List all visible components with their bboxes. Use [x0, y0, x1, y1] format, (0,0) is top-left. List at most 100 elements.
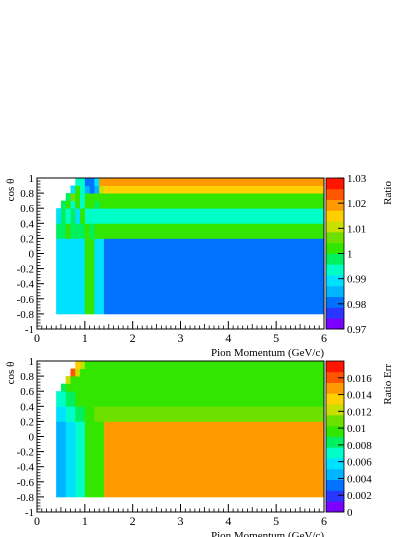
- color-bar-segment: [326, 318, 344, 330]
- heatmap-cell: [65, 383, 71, 392]
- color-bar-segment: [326, 210, 344, 222]
- color-bar-segment: [326, 199, 344, 211]
- heatmap-cell: [80, 208, 86, 224]
- y-axis: -1 -0.8 -0.6 -0.4 -0.2 0 0.2 0.4 0.6 0.8 1 cos θ: [5, 356, 44, 519]
- heatmap-cell: [84, 376, 91, 385]
- color-bar-segment: [326, 436, 344, 448]
- heatmap-cell: [103, 368, 325, 377]
- y-axis-label: cos θ: [5, 362, 17, 385]
- heatmap-cell: [80, 193, 86, 202]
- heatmap-cell: [60, 421, 67, 498]
- heatmap-cell: [80, 223, 86, 239]
- y-tick-label: -0.2: [17, 447, 34, 459]
- x-axis: 0 1 2 3 4 5 6 Pion Momentum (GeV/c): [34, 504, 327, 537]
- x-axis: 0 1 2 3 4 5 6 Pion Momentum (GeV/c): [34, 321, 327, 359]
- y-tick-label: 0.4: [20, 218, 34, 230]
- heatmap-cell: [89, 421, 95, 498]
- y-tick-label: 0.4: [20, 401, 34, 413]
- heatmap-cell: [103, 421, 325, 498]
- color-bar-segment: [326, 221, 344, 233]
- heatmap-cell: [80, 383, 86, 392]
- y-tick-label: 0: [29, 249, 35, 261]
- heatmap-cell: [103, 391, 325, 407]
- color-bar-segment: [326, 231, 344, 244]
- color-bar-tick-label: 0.99: [347, 274, 367, 286]
- color-bar-tick-label: 0.002: [347, 490, 372, 502]
- heatmap-cell: [65, 223, 71, 239]
- heatmap-cell: [70, 368, 76, 377]
- heatmap-cell: [99, 193, 105, 202]
- heatmap-cell: [80, 361, 86, 369]
- heatmap-cell: [70, 406, 76, 422]
- heatmap-cell: [94, 178, 100, 186]
- y-axis: -1 -0.8 -0.6 -0.4 -0.2 0 0.2 0.4 0.6 0.8 1 cos θ: [5, 173, 44, 336]
- x-axis-label: Pion Momentum (GeV/c): [211, 347, 324, 359]
- heatmap-cell: [84, 368, 91, 377]
- x-tick-label: 6: [321, 514, 327, 528]
- heatmap-cell: [84, 223, 91, 239]
- heatmap-cell: [94, 193, 100, 202]
- x-tick-label: 0: [34, 331, 40, 345]
- heatmap-cell: [80, 185, 86, 194]
- color-bar-label: Ratio: [382, 181, 394, 205]
- heatmap-cells: [56, 178, 325, 315]
- heatmap-cells: [56, 361, 325, 498]
- color-bar-segment: [326, 264, 344, 276]
- heatmap-cell: [89, 391, 95, 407]
- color-bar: 0 0.002 0.004 0.006 0.008 0.01 0.012 0.014 0.016…: [325, 360, 394, 519]
- heatmap-cell: [99, 383, 105, 392]
- heatmap-cell: [103, 383, 325, 392]
- heatmap-cell: [75, 208, 81, 224]
- heatmap-cell: [89, 376, 95, 385]
- ratio-heatmap-panel: 0 1 2 3 4 5 6 Pion Momentum (GeV/c) -1 -0.8 -0.6 -0…: [5, 173, 394, 359]
- y-tick-label: 0.2: [20, 416, 34, 428]
- heatmap-cell: [75, 193, 81, 202]
- heatmap-cell: [99, 361, 105, 369]
- heatmap-cell: [70, 376, 76, 385]
- x-tick-label: 0: [34, 514, 40, 528]
- heatmap-cell: [89, 185, 95, 194]
- heatmap-cell: [60, 391, 67, 407]
- color-bar: 0.97 0.98 0.99 1 1.01 1.02 1.03 Ratio: [325, 173, 394, 336]
- y-tick-label: -1: [25, 507, 34, 519]
- heatmap-cell: [103, 178, 325, 186]
- heatmap-cell: [84, 421, 91, 498]
- y-tick-label: 0: [29, 432, 35, 444]
- heatmap-cell: [56, 406, 62, 422]
- heatmap-cell: [89, 238, 95, 315]
- heatmap-cell: [89, 208, 95, 224]
- x-tick-label: 2: [130, 331, 136, 345]
- x-tick-label: 4: [225, 331, 231, 345]
- color-bar-segment: [326, 382, 344, 394]
- heatmap-cell: [103, 208, 325, 224]
- heatmap-cell: [84, 208, 91, 224]
- heatmap-cell: [75, 391, 81, 407]
- heatmap-cell: [60, 200, 67, 209]
- heatmap-cell: [94, 208, 100, 224]
- color-bar-segment: [326, 458, 344, 470]
- y-axis-label: cos θ: [5, 179, 17, 202]
- heatmap-cell: [56, 421, 62, 498]
- color-bar-segment: [326, 307, 344, 319]
- heatmap-cell: [89, 193, 95, 202]
- color-bar-segment: [326, 501, 344, 513]
- heatmap-cell: [99, 238, 105, 315]
- heatmap-cell: [60, 383, 67, 392]
- color-bar-segment: [326, 371, 344, 383]
- ratio-error-heatmap-panel: 0 1 2 3 4 5 6 Pion Momentum (GeV/c) -1 -0.8 -0.6 -0…: [5, 356, 394, 537]
- heatmap-cell: [94, 361, 100, 369]
- heatmap-cell: [89, 383, 95, 392]
- x-tick-label: 1: [82, 331, 88, 345]
- color-bar-segment: [326, 414, 344, 427]
- heatmap-cell: [103, 238, 325, 315]
- heatmap-cell: [94, 238, 100, 315]
- heatmap-cell: [94, 421, 100, 498]
- heatmap-cell: [103, 223, 325, 239]
- y-tick-label: -0.8: [17, 492, 35, 504]
- heatmap-cell: [94, 368, 100, 377]
- color-bar-tick-label: 0.01: [347, 423, 366, 435]
- heatmap-cell: [75, 368, 81, 377]
- color-bar-segment: [326, 242, 344, 254]
- color-bar-tick-label: 0.98: [347, 299, 367, 311]
- heatmap-cell: [89, 361, 95, 369]
